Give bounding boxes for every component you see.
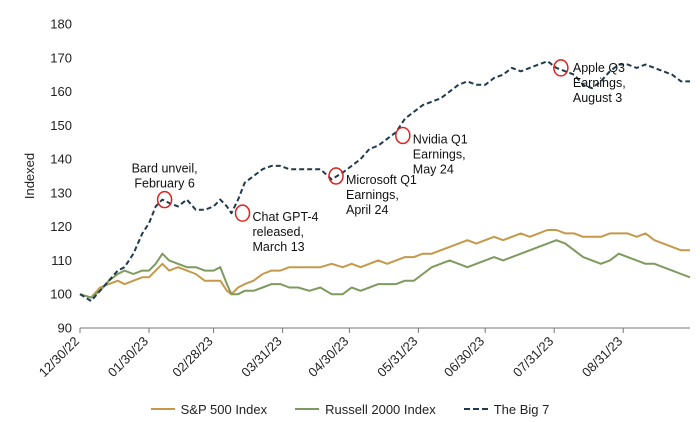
annotation-text: Earnings, (573, 76, 626, 90)
series-line-russell2000 (79, 239, 691, 299)
annotation-text: Chat GPT-4 (253, 210, 319, 224)
annotation-circle (156, 190, 173, 209)
legend-swatch-big7 (463, 408, 488, 410)
x-tick-label: 07/31/23 (510, 334, 556, 380)
y-tick-label: 140 (50, 152, 72, 167)
legend-item-russell2000: Russell 2000 Index (295, 402, 436, 417)
y-tick-label: 100 (50, 287, 72, 302)
series-line-big7 (79, 60, 690, 302)
x-tick-label: 05/31/23 (374, 334, 420, 380)
annotation-text: Earnings, (413, 147, 466, 161)
annotation-text: Nvidia Q1 (413, 132, 468, 146)
y-tick-label: 160 (50, 84, 72, 99)
annotation-text: March 13 (253, 240, 305, 254)
y-tick-label: 170 (50, 50, 72, 65)
x-tick-label: 08/31/23 (579, 334, 625, 380)
y-axis-title: Indexed (22, 153, 37, 199)
y-tick-label: 150 (50, 118, 72, 133)
x-tick-label: 03/31/23 (238, 334, 284, 380)
series-layer (79, 60, 691, 302)
y-tick-label: 90 (58, 321, 72, 336)
annotation-circle (234, 204, 251, 222)
legend: S&P 500 Index Russell 2000 Index The Big… (0, 398, 700, 420)
legend-label-big7: The Big 7 (493, 401, 550, 417)
annotation-text: Earnings, (346, 188, 399, 202)
legend-item-big7: The Big 7 (463, 401, 550, 417)
legend-swatch-russell2000 (295, 408, 320, 410)
x-tick-label: 02/28/23 (169, 334, 215, 380)
series-line-sp500 (79, 229, 690, 299)
annotation-text: August 3 (573, 91, 622, 105)
y-tick-label: 130 (50, 185, 72, 200)
x-tick-label: 04/30/23 (305, 334, 351, 380)
annotation-text: February 6 (134, 177, 194, 191)
annotation-text: Apple Q3 (573, 61, 625, 75)
chart-canvas: 90 100 110 120 130 140 150 160 170 180 12/30/22 01/… (22, 17, 691, 380)
annotation-circle (553, 59, 569, 77)
annotation-text: Bard unveil, (132, 162, 198, 176)
legend-label-sp500: S&P 500 Index (180, 401, 268, 417)
legend-label-russell2000: Russell 2000 Index (325, 401, 436, 417)
x-tick-label: 06/30/23 (441, 334, 487, 380)
annotation-text: April 24 (346, 203, 388, 217)
y-tick-label: 110 (51, 253, 72, 268)
y-tick-label: 120 (50, 219, 72, 234)
legend-swatch-sp500 (150, 408, 175, 410)
annotation-layer: Bard unveil,February 6 Chat GPT-4released… (132, 59, 626, 254)
annotation-circle (328, 167, 344, 185)
legend-item-sp500: S&P 500 Index (150, 401, 268, 417)
annotation-text: released, (253, 225, 304, 239)
annotation-text: May 24 (413, 162, 454, 176)
x-tick-label: 01/30/23 (105, 334, 151, 380)
annotation-circle (395, 126, 411, 145)
y-tick-label: 180 (50, 17, 72, 32)
x-tick-label: 12/30/22 (36, 334, 82, 380)
annotation-text: Microsoft Q1 (346, 173, 417, 187)
